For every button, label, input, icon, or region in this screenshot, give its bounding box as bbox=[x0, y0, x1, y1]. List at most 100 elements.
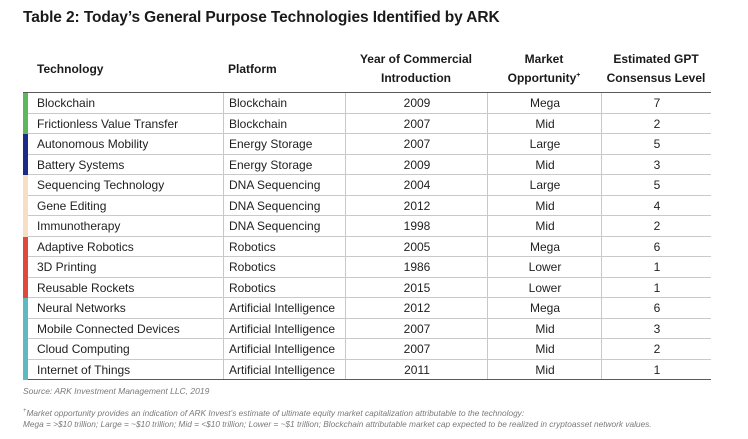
market-cell: Lower bbox=[487, 257, 602, 277]
technology-cell: Mobile Connected Devices bbox=[37, 321, 180, 336]
year-cell: 1986 bbox=[345, 257, 488, 277]
gpt-level-cell: 7 bbox=[601, 93, 712, 113]
gpt-level-cell: 3 bbox=[601, 154, 712, 174]
technology-cell: Blockchain bbox=[37, 96, 96, 110]
year-cell: 2004 bbox=[345, 175, 488, 195]
platform-cell: Artificial Intelligence bbox=[223, 339, 335, 359]
platform-cell: Robotics bbox=[223, 257, 276, 277]
technology-cell: Cloud Computing bbox=[37, 342, 130, 356]
market-cell: Large bbox=[487, 175, 602, 195]
table-row: Battery Systems Energy Storage 2009 Mid 3 bbox=[23, 154, 712, 175]
header-year-line1: Year of Commercial bbox=[359, 52, 473, 66]
year-cell: 2007 bbox=[345, 318, 488, 338]
platform-color-bar bbox=[23, 236, 28, 257]
table-row: Sequencing Technology DNA Sequencing 2004 L… bbox=[23, 175, 711, 196]
year-cell: 2007 bbox=[345, 113, 488, 133]
platform-cell: Blockchain bbox=[223, 93, 287, 113]
header-gpt-line1: Estimated GPT bbox=[613, 52, 699, 66]
header-platform: Platform bbox=[228, 62, 277, 76]
footnote-line2: Mega = >$10 trillion; Large = ~$10 trill… bbox=[23, 419, 652, 429]
platform-cell: DNA Sequencing bbox=[223, 195, 320, 215]
year-cell: 2009 bbox=[345, 93, 488, 113]
platform-cell: Artificial Intelligence bbox=[223, 298, 335, 318]
platform-color-bar bbox=[23, 298, 28, 319]
footnote-mark: + bbox=[23, 408, 27, 415]
gpt-level-cell: 1 bbox=[601, 257, 712, 277]
market-cell: Mega bbox=[487, 93, 602, 113]
table-row: Blockchain Blockchain 2009 Mega 7 bbox=[23, 93, 711, 114]
year-cell: 2012 bbox=[345, 195, 488, 215]
year-cell: 1998 bbox=[345, 216, 488, 236]
technology-cell: 3D Printing bbox=[37, 260, 97, 274]
platform-cell: DNA Sequencing bbox=[223, 216, 320, 236]
platform-cell: Robotics bbox=[223, 236, 276, 256]
market-cell: Mid bbox=[487, 318, 602, 338]
table-row: Neural Networks Artificial Intelligence 20… bbox=[23, 298, 711, 319]
table-body: Blockchain Blockchain 2009 Mega 7 Frictionles… bbox=[23, 93, 711, 380]
market-cell: Mid bbox=[487, 113, 602, 133]
header-year: Year of Commercial Introduction bbox=[345, 50, 487, 88]
gpt-level-cell: 1 bbox=[601, 359, 712, 379]
header-market: Market Opportunity+ bbox=[487, 50, 601, 88]
technology-cell: Frictionless Value Transfer bbox=[37, 116, 179, 131]
platform-cell: Artificial Intelligence bbox=[223, 359, 335, 379]
platform-color-bar bbox=[23, 359, 28, 380]
gpt-level-cell: 5 bbox=[601, 134, 712, 154]
footnote: +Market opportunity provides an indicati… bbox=[23, 408, 652, 430]
gpt-level-cell: 4 bbox=[601, 195, 712, 215]
platform-color-bar bbox=[23, 195, 28, 216]
gpt-table: Blockchain Blockchain 2009 Mega 7 Frictionles… bbox=[23, 92, 711, 380]
header-market-line2-wrap: Opportunity+ bbox=[487, 69, 601, 88]
footnote-line1-wrap: +Market opportunity provides an indicati… bbox=[23, 408, 652, 419]
gpt-level-cell: 6 bbox=[601, 298, 712, 318]
technology-cell: Internet of Things bbox=[37, 362, 131, 377]
gpt-level-cell: 2 bbox=[601, 339, 712, 359]
source-note: Source: ARK Investment Management LLC, 2… bbox=[23, 386, 210, 396]
year-cell: 2012 bbox=[345, 298, 488, 318]
technology-cell: Battery Systems bbox=[37, 157, 125, 172]
year-cell: 2007 bbox=[345, 134, 488, 154]
table-row: Internet of Things Artificial Intelligenc… bbox=[23, 359, 712, 380]
technology-cell: Immunotherapy bbox=[37, 219, 121, 233]
year-cell: 2007 bbox=[345, 339, 488, 359]
platform-color-bar bbox=[23, 216, 28, 237]
header-gpt-line2: Consensus Level bbox=[606, 71, 706, 85]
table-row: Reusable Rockets Robotics 2015 Lower 1 bbox=[23, 277, 712, 298]
market-cell: Mid bbox=[487, 154, 602, 174]
market-cell: Mid bbox=[487, 359, 602, 379]
platform-color-bar bbox=[23, 339, 28, 360]
platform-cell: DNA Sequencing bbox=[223, 175, 320, 195]
technology-cell: Gene Editing bbox=[37, 198, 107, 213]
market-cell: Mid bbox=[487, 195, 602, 215]
platform-color-bar bbox=[23, 113, 28, 134]
year-cell: 2011 bbox=[345, 359, 488, 379]
table-row: Autonomous Mobility Energy Storage 2007 Lar… bbox=[23, 134, 711, 155]
platform-cell: Energy Storage bbox=[223, 154, 312, 174]
footnote-line1: Market opportunity provides an indicatio… bbox=[26, 408, 525, 418]
header-gpt: Estimated GPT Consensus Level bbox=[601, 50, 711, 88]
platform-color-bar bbox=[23, 134, 28, 155]
table-row: Adaptive Robotics Robotics 2005 Mega 6 bbox=[23, 236, 711, 257]
header-year-line2: Introduction bbox=[381, 71, 451, 85]
table-top-rule bbox=[23, 92, 711, 93]
gpt-level-cell: 1 bbox=[601, 277, 712, 297]
table-row: Immunotherapy DNA Sequencing 1998 Mid 2 bbox=[23, 216, 711, 237]
header-market-line2: Opportunity bbox=[507, 71, 577, 85]
technology-cell: Neural Networks bbox=[37, 301, 126, 315]
year-cell: 2015 bbox=[345, 277, 488, 297]
platform-color-bar bbox=[23, 93, 28, 114]
platform-cell: Blockchain bbox=[223, 113, 287, 133]
technology-cell: Sequencing Technology bbox=[37, 178, 165, 192]
header-market-line1: Market bbox=[524, 52, 564, 66]
platform-color-bar bbox=[23, 175, 28, 196]
gpt-level-cell: 2 bbox=[601, 216, 712, 236]
year-cell: 2009 bbox=[345, 154, 488, 174]
platform-color-bar bbox=[23, 277, 28, 298]
market-cell: Mega bbox=[487, 298, 602, 318]
table-row: Frictionless Value Transfer Blockchain 200… bbox=[23, 113, 711, 134]
gpt-level-cell: 5 bbox=[601, 175, 712, 195]
platform-cell: Energy Storage bbox=[223, 134, 312, 154]
technology-cell: Adaptive Robotics bbox=[37, 239, 134, 254]
market-cell: Mid bbox=[487, 216, 602, 236]
table-row: Cloud Computing Artificial Intelligence 20… bbox=[23, 339, 711, 360]
